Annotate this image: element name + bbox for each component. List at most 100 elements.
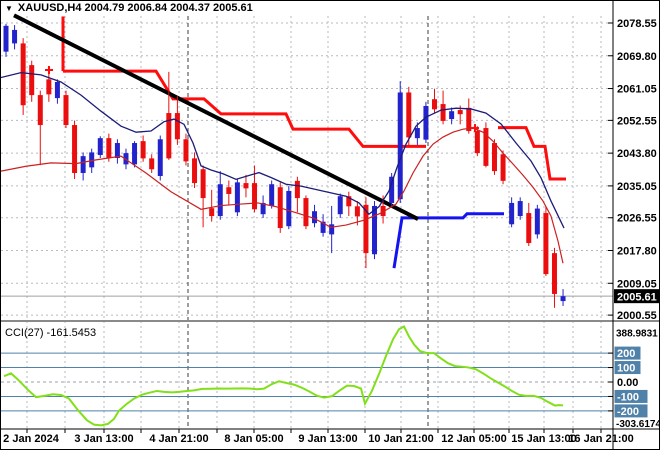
cci-level-label: 100 — [617, 363, 635, 375]
candle-body — [363, 204, 369, 254]
candle-body — [157, 139, 163, 176]
candle-body — [440, 104, 446, 121]
candle-body — [12, 29, 18, 44]
candle-body — [37, 95, 43, 126]
candle-body — [294, 180, 300, 199]
candle-body — [234, 182, 240, 213]
current-price-label: 2005.61 — [617, 292, 657, 304]
time-axis-label[interactable]: 9 Jan 13:00 — [298, 433, 357, 445]
candle-body — [551, 253, 557, 294]
candle-body — [140, 141, 146, 159]
price-axis-label[interactable]: 2035.05 — [617, 181, 657, 193]
candle-body — [183, 139, 189, 162]
candle-body — [526, 213, 532, 244]
ma-slow-line — [1, 127, 564, 264]
candle-body — [500, 154, 506, 181]
time-axis-label[interactable]: 4 Jan 21:00 — [149, 433, 208, 445]
candle-body — [397, 92, 403, 200]
price-axis-label[interactable]: 2009.05 — [617, 278, 657, 290]
time-axis-label[interactable]: 3 Jan 13:00 — [74, 433, 133, 445]
cci-level-label-box — [614, 404, 648, 418]
candle-body — [449, 111, 455, 120]
candle-body — [20, 43, 26, 106]
price-axis-label[interactable]: 2078.55 — [617, 18, 657, 30]
current-price-label-box — [614, 289, 659, 304]
candle-body — [123, 153, 129, 165]
candle-body — [329, 224, 335, 235]
candle-body — [174, 113, 180, 140]
candle-body — [560, 296, 566, 302]
price-axis-label[interactable]: 2017.80 — [617, 246, 657, 258]
cci-level-label-box — [614, 346, 641, 360]
candle-body — [389, 176, 395, 203]
candle-body — [312, 211, 318, 224]
candle-body — [80, 156, 86, 173]
price-axis-label[interactable]: 2069.80 — [617, 51, 657, 63]
candle-body — [320, 221, 326, 233]
candle-body — [243, 183, 249, 189]
time-axis-label[interactable]: 16 Jan 21:00 — [568, 433, 633, 445]
candle-body — [380, 205, 386, 217]
chart-title: XAUUSD,H4 2004.79 2006.84 2004.37 2005.6… — [17, 2, 253, 14]
candle-body — [54, 81, 60, 99]
price-axis-label[interactable]: 2052.55 — [617, 115, 657, 127]
candle-body — [423, 105, 429, 140]
stop-line-red — [63, 69, 426, 148]
ma-fast-line — [1, 71, 565, 229]
candle-body — [63, 95, 69, 126]
candle-body — [226, 187, 232, 194]
candle-body — [354, 206, 360, 217]
candle-body — [517, 201, 523, 217]
candle-body — [457, 110, 463, 115]
chart-title-bar: ▼ XAUUSD,H4 2004.79 2006.84 2004.37 2005… — [5, 2, 253, 14]
candle-body — [89, 152, 95, 168]
indicator-label: CCI(27) -161.5453 — [5, 327, 97, 339]
price-axis-label[interactable]: 2061.05 — [617, 84, 657, 96]
candle-body — [534, 208, 540, 235]
candle-body — [372, 205, 378, 255]
price-axis-label[interactable]: 2043.80 — [617, 148, 657, 160]
stop-line-red — [498, 126, 566, 181]
candle-body — [29, 65, 35, 96]
candle-body — [509, 202, 515, 225]
cci-extreme-label: -303.6174 — [616, 419, 660, 430]
candle-body — [132, 143, 138, 165]
candle-body — [106, 138, 112, 159]
trendline[interactable] — [13, 13, 419, 221]
candle-body — [474, 131, 480, 154]
cci-line — [3, 325, 564, 427]
price-axis-label[interactable]: 2000.55 — [617, 310, 657, 322]
cci-level-label: -200 — [617, 406, 639, 418]
candle-body — [286, 190, 292, 227]
candle-body — [337, 196, 343, 215]
time-axis-label[interactable]: 12 Jan 05:00 — [441, 433, 506, 445]
candle-body — [217, 184, 223, 217]
candles-series — [3, 23, 566, 308]
candle-body — [269, 184, 275, 206]
candle-body — [543, 213, 549, 275]
candle-body — [414, 128, 420, 139]
candle-body — [432, 99, 437, 110]
candle-body — [200, 169, 206, 199]
candle-body — [303, 198, 309, 227]
candle-body — [346, 196, 352, 207]
candle-body — [491, 143, 497, 172]
candle-body — [466, 107, 472, 132]
candle-body — [483, 128, 489, 166]
cci-extreme-label: 388.9831 — [616, 329, 658, 340]
candle-body — [114, 143, 120, 159]
time-axis-label[interactable]: 15 Jan 13:00 — [511, 433, 576, 445]
time-axis-label[interactable]: 10 Jan 21:00 — [368, 433, 433, 445]
cci-level-label-box — [614, 361, 641, 375]
time-axis-label[interactable]: 2 Jan 2024 — [3, 433, 60, 445]
symbol-dropdown-icon[interactable]: ▼ — [5, 3, 13, 13]
candle-body — [97, 138, 103, 156]
candle-body — [3, 25, 9, 52]
cci-level-label: -100 — [617, 391, 639, 403]
price-axis-label[interactable]: 2026.55 — [617, 213, 657, 225]
candle-body — [260, 202, 266, 215]
candle-body — [166, 113, 172, 159]
time-axis-label[interactable]: 8 Jan 05:00 — [224, 433, 283, 445]
